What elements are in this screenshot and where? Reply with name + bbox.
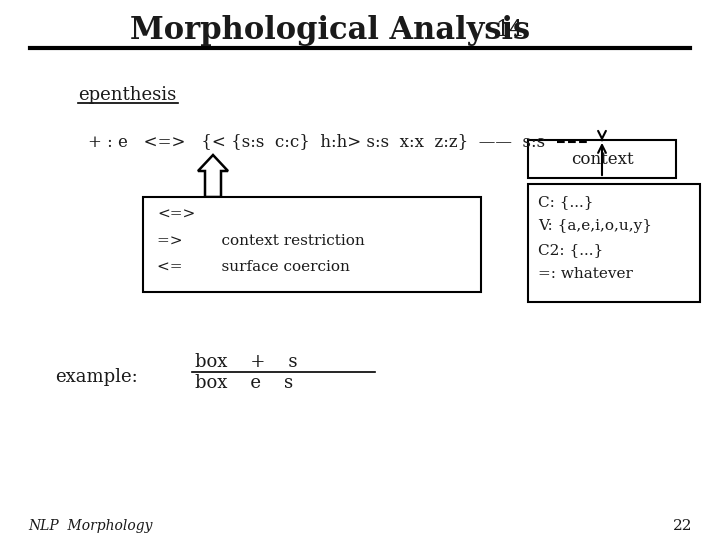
Text: box    +    s: box + s [195, 353, 297, 371]
Text: =>        context restriction: => context restriction [157, 234, 365, 248]
Text: + : e   <=>   {< {s:s  c:c}  h:h> s:s  x:x  z:z}  ——  s:s: + : e <=> {< {s:s c:c} h:h> s:s x:x z:z}… [88, 133, 545, 151]
Text: <=>: <=> [157, 208, 195, 222]
Text: box    e    s: box e s [195, 374, 293, 392]
Text: NLP  Morphology: NLP Morphology [28, 519, 153, 533]
Text: C: {...}: C: {...} [538, 195, 593, 209]
Text: 14: 14 [495, 19, 523, 41]
FancyArrow shape [198, 155, 228, 197]
Text: C2: {...}: C2: {...} [538, 243, 603, 257]
Bar [143, 197, 481, 292]
Text: example:: example: [55, 368, 138, 386]
Bar [528, 140, 676, 178]
Text: epenthesis: epenthesis [78, 86, 176, 104]
Bar [528, 184, 700, 302]
Text: context: context [571, 151, 634, 167]
Text: Morphological Analysis: Morphological Analysis [130, 15, 530, 45]
Text: <=        surface coercion: <= surface coercion [157, 260, 350, 274]
Text: 22: 22 [672, 519, 692, 533]
Text: V: {a,e,i,o,u,y}: V: {a,e,i,o,u,y} [538, 219, 652, 233]
Text: =: whatever: =: whatever [538, 267, 633, 281]
